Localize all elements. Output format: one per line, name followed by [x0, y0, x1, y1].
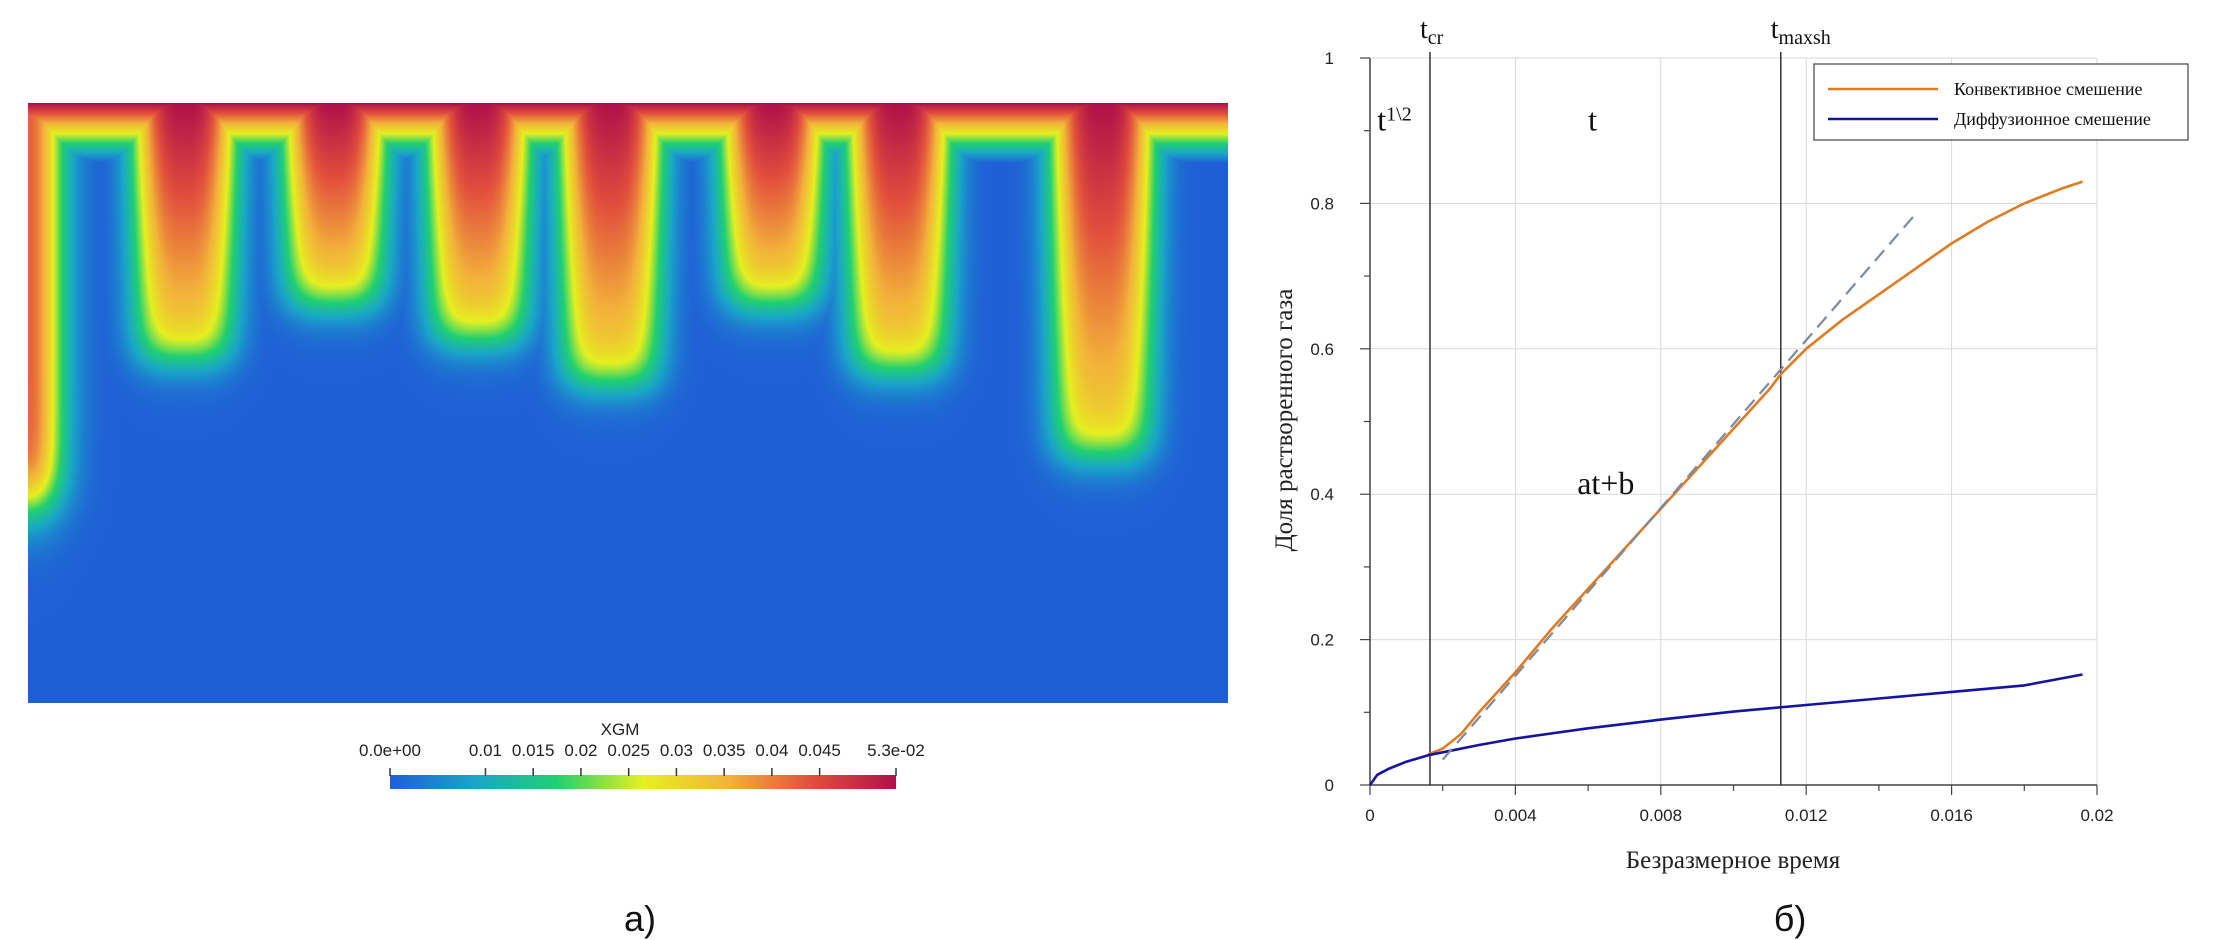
panel-label-a: а): [623, 898, 657, 939]
legend-label: Конвективное смешение: [1954, 79, 2142, 99]
y-tick-label: 0.6: [1310, 340, 1334, 359]
chart-axes: [1369, 58, 2097, 786]
concentration-heatmap: [28, 103, 1228, 703]
y-tick-label: 0.8: [1310, 194, 1334, 213]
legend-box: [1813, 63, 2189, 141]
chart-ticks: 0 0.004 0.008 0.012 0.016 0.02 0 0.2 0.4 0.6 0.8 1: [1310, 49, 2113, 825]
x-axis-label: Безразмерное время: [1626, 847, 1841, 874]
x-tick-label: 0.016: [1930, 806, 1973, 825]
x-tick-label: 0: [1365, 806, 1374, 825]
x-tick-label: 0.012: [1785, 806, 1828, 825]
x-tick-label: 0.02: [2080, 806, 2113, 825]
vline-label-cr: tcr: [1420, 14, 1444, 49]
y-tick-label: 0.4: [1310, 485, 1334, 504]
x-tick-label: 0.004: [1494, 806, 1537, 825]
y-tick-label: 1: [1325, 49, 1334, 68]
chart-series: [1368, 180, 2083, 786]
vline-label-maxsh: tmaxsh: [1771, 14, 1831, 49]
chart-annotation: at+b: [1577, 465, 1634, 501]
chart-grid: [1370, 57, 2098, 785]
legend-label: Диффузионное смешение: [1954, 109, 2151, 129]
y-tick-label: 0.2: [1310, 631, 1334, 650]
chart-annotation: t: [1588, 102, 1597, 138]
series-line-1: [1368, 673, 2083, 786]
x-tick-label: 0.008: [1640, 806, 1683, 825]
chart-annotations: t1\2 t at+b: [1377, 102, 1634, 502]
y-tick-label: 0: [1325, 776, 1334, 795]
trend-line-series: [1441, 213, 1917, 761]
chart-annotation: t1\2: [1377, 102, 1411, 138]
chart-legend: Конвективное смешение Диффузионное смешен…: [1813, 63, 2189, 141]
panel-label-b: б): [1773, 898, 1807, 939]
chart-vlines: tcr tmaxsh: [1420, 14, 1831, 785]
series-line-0: [1427, 180, 2083, 756]
y-axis-label: Доля растворенного газа: [1271, 289, 1298, 552]
